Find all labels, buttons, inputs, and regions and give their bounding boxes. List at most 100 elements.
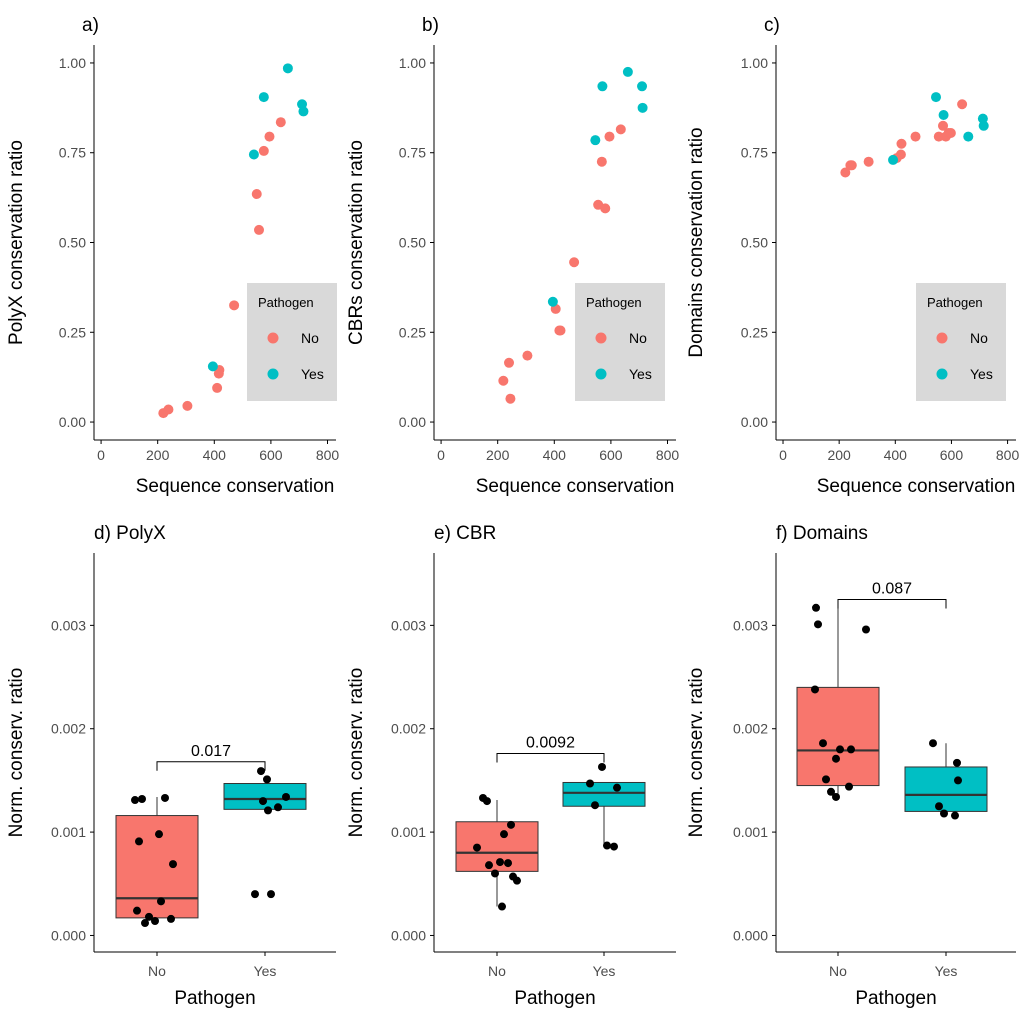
data-point-no [163,404,174,415]
legend-key-yes [595,368,607,380]
x-tick-label: 800 [996,447,1020,463]
legend-key-no [936,332,948,344]
jitter-point [819,739,827,748]
x-tick-label: No [829,963,847,979]
x-axis-title: Sequence conservation [136,476,335,497]
jitter-point [157,897,165,906]
jitter-point [259,797,267,806]
x-axis-title: Sequence conservation [476,476,675,497]
y-tick-label: 0.002 [51,721,86,737]
box-yes [223,783,307,810]
data-point-no [596,156,607,167]
jitter-point [507,820,515,829]
data-point-no [254,224,265,235]
y-tick-label: 0.001 [51,824,86,840]
jitter-point [822,775,830,784]
x-axis-title: Sequence conservation [817,476,1016,497]
p-value-label: 0.0092 [526,735,575,752]
legend-key-no [595,332,607,344]
x-tick-label: 400 [884,447,908,463]
legend-key-yes [936,368,948,380]
data-point-no [910,131,921,142]
x-tick-label: 0 [97,447,105,463]
y-tick-label: 0.25 [399,324,426,340]
jitter-point [847,745,855,754]
box-yes [904,743,988,817]
jitter-point [951,811,959,820]
x-tick-label: Yes [593,963,616,979]
p-value-label: 0.017 [191,743,231,760]
jitter-point [954,776,962,785]
legend: Pathogen No Yes [916,283,1006,401]
legend-key-no [267,332,279,344]
panel-title: b) [422,15,439,36]
jitter-point [267,890,275,899]
data-point-no [600,203,611,214]
bracket-line [496,753,605,763]
y-tick-label: 0.000 [733,927,768,943]
legend-title: Pathogen [258,295,314,310]
data-point-yes [207,361,218,372]
data-point-no [258,145,269,156]
data-point-yes [637,102,648,113]
data-point-no [212,382,223,393]
y-tick-label: 0.000 [391,927,426,943]
y-tick-label: 0.00 [59,414,86,430]
data-point-yes [597,81,608,92]
x-tick-label: 200 [827,447,851,463]
data-point-yes [547,296,558,307]
panel-b: b) CBRs conservation ratio 0.00 0.25 0.50 0.7… [346,15,679,497]
legend-background [575,283,665,401]
data-point-no [938,120,949,131]
jitter-point [862,625,870,634]
data-point-no [840,167,851,178]
data-point-yes [622,66,633,77]
legend-title: Pathogen [927,295,983,310]
bracket-line [837,599,947,609]
data-point-no [933,131,944,142]
jitter-point [935,802,943,811]
jitter-point [586,779,594,788]
box-no [115,796,199,924]
data-point-no [504,357,515,368]
data-point-no [957,99,968,110]
legend-label-yes: Yes [970,366,993,382]
x-tick-label: No [148,963,166,979]
data-point-no [846,160,857,171]
jitter-point [264,806,272,815]
x-tick-label: Yes [935,963,958,979]
bracket-line [156,761,266,771]
x-axis-title: Pathogen [514,988,595,1009]
legend-label-yes: Yes [301,366,324,382]
data-point-no [251,189,262,200]
x-tick-label: 800 [316,447,340,463]
panel-c: c) Domains conservation ratio 0.00 0.25 0.50… [686,15,1019,497]
jitter-point [500,830,508,839]
box-no [455,800,539,907]
box-body [796,686,880,787]
data-point-no [863,156,874,167]
box-body [904,766,988,812]
legend: Pathogen No Yes [247,283,337,401]
data-point-no [895,149,906,160]
data-point-yes [978,120,989,131]
jitter-point [131,796,139,805]
data-point-no [498,375,509,386]
y-tick-label: 0.25 [741,324,768,340]
data-point-yes [963,131,974,142]
data-point-no [604,131,615,142]
y-axis-title: Norm. conserv. ratio [6,668,27,838]
y-axis-title: PolyX conservation ratio [6,140,27,345]
jitter-point [827,787,835,796]
y-axis-title: Norm. conserv. ratio [346,668,367,838]
data-point-no [505,393,516,404]
jitter-point [282,792,290,801]
legend-label-yes: Yes [629,366,652,382]
panel-title: a) [82,15,99,36]
y-tick-label: 0.003 [51,617,86,633]
y-tick-label: 0.25 [59,324,86,340]
x-tick-label: 600 [940,447,964,463]
panel-f: f) Domains Norm. conserv. ratio 0.000 0.001… [686,523,1016,1009]
jitter-point [274,803,282,812]
jitter-point [251,890,259,899]
